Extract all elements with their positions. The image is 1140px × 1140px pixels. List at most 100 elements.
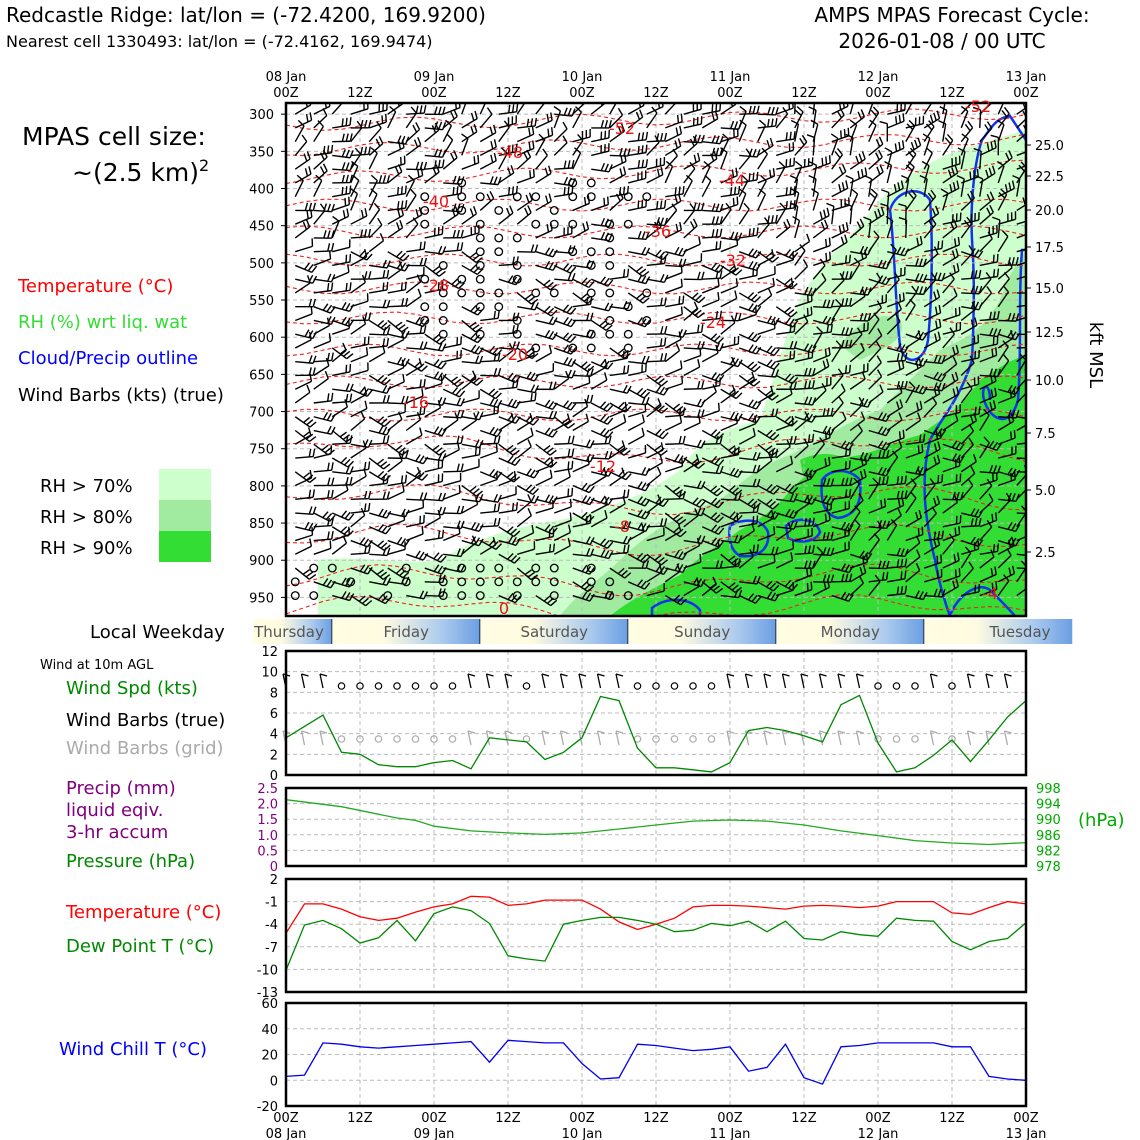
- wind-barb-flag: [993, 139, 997, 148]
- wind-barb-flag: [342, 535, 348, 544]
- wind-barb-flag: [767, 287, 773, 296]
- wind-barb-flag: [823, 219, 829, 228]
- wind-barb-flag: [530, 118, 534, 127]
- wind-barb: [960, 197, 975, 211]
- wind-barb: [757, 361, 775, 370]
- wind-barb-flag: [607, 196, 609, 205]
- wind-barb-flag: [548, 344, 553, 354]
- wind-barb: [1016, 353, 1026, 363]
- sfc-wind-barb: [781, 730, 787, 746]
- calm-wind-marker: [475, 329, 485, 339]
- legend-wind-spd: Wind Spd (kts): [66, 678, 198, 699]
- wind-barb: [757, 512, 775, 520]
- wind-barb: [646, 141, 660, 156]
- wind-barb: [886, 308, 902, 322]
- wind-barb-flag: [830, 478, 835, 487]
- wind-barb-flag: [441, 246, 447, 255]
- wind-barb-flag: [493, 503, 497, 512]
- wind-barb-flag: [304, 168, 309, 177]
- wind-barb-flag: [951, 373, 956, 382]
- wind-barb-flag: [1005, 492, 1012, 501]
- wind-barb: [775, 284, 793, 294]
- wind-barb: [498, 509, 517, 514]
- wind-barb-flag: [750, 363, 758, 371]
- wind-barb-flag: [971, 301, 977, 310]
- panel-frame: [284, 786, 1028, 868]
- wind-barb-flag: [765, 251, 773, 259]
- wind-barb-flag: [660, 442, 664, 451]
- rh70-swatch: [159, 469, 211, 500]
- wind-barb-flag: [773, 487, 780, 495]
- calm-wind-marker: [494, 302, 504, 312]
- wind-barb-flag: [789, 493, 794, 502]
- wind-barb-flag: [877, 426, 884, 434]
- bottom-hour-tick: 00Z: [1013, 1111, 1039, 1126]
- wind-barb-flag: [563, 357, 569, 365]
- wind-barb-flag: [663, 200, 667, 209]
- wind-barb-flag: [1008, 567, 1012, 576]
- wind-barb-flag: [326, 283, 330, 292]
- wind-barb-flag: [874, 210, 878, 219]
- calm-wind-marker: [327, 563, 337, 573]
- calm-wind-marker: [531, 192, 541, 202]
- wind-barb-flag: [1011, 468, 1017, 477]
- wind-barb: [498, 443, 514, 456]
- wind-barb: [535, 402, 553, 411]
- wind-barb: [868, 376, 883, 390]
- wind-barb: [479, 160, 497, 170]
- sfc-calm-marker-grid: [707, 735, 716, 743]
- wind-barb-flag: [828, 347, 831, 356]
- isotherm-label: -4: [982, 584, 998, 603]
- wind-barb-flag: [885, 571, 889, 580]
- wind-barb-flag: [1006, 548, 1012, 556]
- wind-barb-flag: [899, 399, 904, 408]
- wind-barb: [775, 208, 787, 225]
- wind-barb-flag: [967, 478, 974, 486]
- wind-barb-flag: [585, 221, 590, 230]
- wind-barb-flag: [351, 160, 359, 167]
- wind-barb-flag: [696, 578, 700, 587]
- wind-barb: [775, 484, 793, 495]
- wind-barb-flag: [791, 377, 799, 384]
- wind-barb: [350, 447, 367, 459]
- wind-barb-flag: [933, 443, 938, 452]
- wind-barb-flag: [672, 513, 680, 520]
- wind-barb-flag: [987, 231, 993, 240]
- wind-barb: [332, 442, 351, 445]
- wind-barb-flag: [749, 549, 754, 557]
- wind-barb-flag: [404, 281, 407, 290]
- wind-barb: [664, 229, 682, 239]
- wind-barb: [979, 275, 998, 280]
- wind-barb-flag: [858, 493, 864, 501]
- sfc-wind-barb: [763, 730, 768, 746]
- wind-barb-flag: [603, 372, 608, 381]
- wind-barb-flag: [752, 451, 757, 460]
- wind-barb: [516, 416, 534, 426]
- wind-barb-flag: [349, 476, 353, 485]
- wind-barb: [849, 103, 854, 115]
- wind-barb: [979, 261, 998, 267]
- wind-barb-flag: [308, 574, 317, 580]
- sfc-wind-barb-flag: [560, 673, 568, 677]
- wind-barb-flag: [822, 478, 827, 487]
- wind-barb: [498, 402, 517, 409]
- wind-barb-flag: [386, 435, 390, 444]
- wind-barb-flag: [951, 250, 956, 259]
- wind-barb: [406, 319, 424, 328]
- wind-barb-flag: [621, 467, 626, 476]
- wind-barb-flag: [472, 324, 480, 330]
- sfc-calm-marker: [892, 682, 901, 690]
- wind-barb-flag: [641, 482, 647, 490]
- wind-barb-flag: [478, 538, 484, 547]
- calm-wind-marker: [457, 205, 467, 215]
- wind-barb-flag: [756, 149, 761, 158]
- wind-barb: [553, 128, 568, 143]
- sfc-calm-marker: [911, 682, 919, 690]
- wind-barb-flag: [728, 445, 736, 452]
- wind-barb-flag: [322, 411, 329, 420]
- wind-barb-flag: [453, 150, 458, 158]
- wind-barb-flag: [327, 230, 331, 239]
- wind-barb: [387, 519, 405, 528]
- wind-barb-flag: [510, 412, 515, 421]
- bottom-hour-tick: 00Z: [421, 1111, 447, 1126]
